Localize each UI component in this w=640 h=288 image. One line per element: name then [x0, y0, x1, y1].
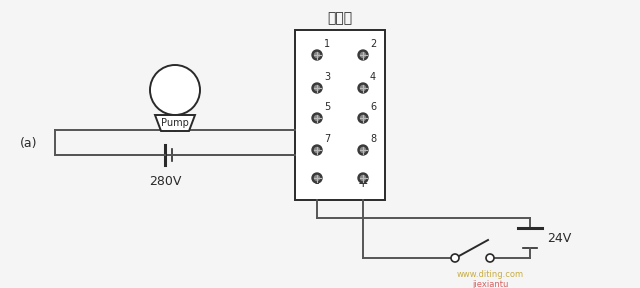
Text: www.diting.com: www.diting.com: [456, 270, 524, 279]
Text: +: +: [358, 177, 368, 190]
Text: 280V: 280V: [149, 175, 181, 188]
Circle shape: [312, 145, 322, 155]
Circle shape: [314, 52, 319, 58]
Circle shape: [358, 145, 368, 155]
Text: jiexiantu: jiexiantu: [472, 280, 508, 288]
Circle shape: [312, 173, 322, 183]
Circle shape: [314, 175, 319, 181]
Circle shape: [150, 65, 200, 115]
Bar: [295, 30, 385, 200]
Circle shape: [358, 83, 368, 93]
Circle shape: [360, 115, 365, 120]
Circle shape: [314, 86, 319, 90]
Circle shape: [358, 50, 368, 60]
Text: 7: 7: [324, 134, 330, 144]
Circle shape: [451, 254, 459, 262]
Polygon shape: [155, 115, 195, 131]
Circle shape: [312, 113, 322, 123]
Text: 继电器: 继电器: [328, 11, 353, 25]
Circle shape: [312, 50, 322, 60]
Circle shape: [360, 175, 365, 181]
Text: 8: 8: [370, 134, 376, 144]
Circle shape: [360, 52, 365, 58]
Circle shape: [312, 83, 322, 93]
Text: 2: 2: [370, 39, 376, 49]
Circle shape: [360, 147, 365, 153]
Text: 6: 6: [370, 102, 376, 112]
Text: 24V: 24V: [547, 232, 572, 245]
Circle shape: [358, 173, 368, 183]
Text: 5: 5: [324, 102, 330, 112]
Circle shape: [486, 254, 494, 262]
Circle shape: [360, 86, 365, 90]
Circle shape: [358, 113, 368, 123]
Text: 4: 4: [370, 72, 376, 82]
Text: (a): (a): [20, 137, 38, 149]
Text: 3: 3: [324, 72, 330, 82]
Circle shape: [314, 147, 319, 153]
Text: -: -: [315, 177, 319, 190]
Circle shape: [314, 115, 319, 120]
Text: 1: 1: [324, 39, 330, 49]
Text: Pump: Pump: [161, 118, 189, 128]
